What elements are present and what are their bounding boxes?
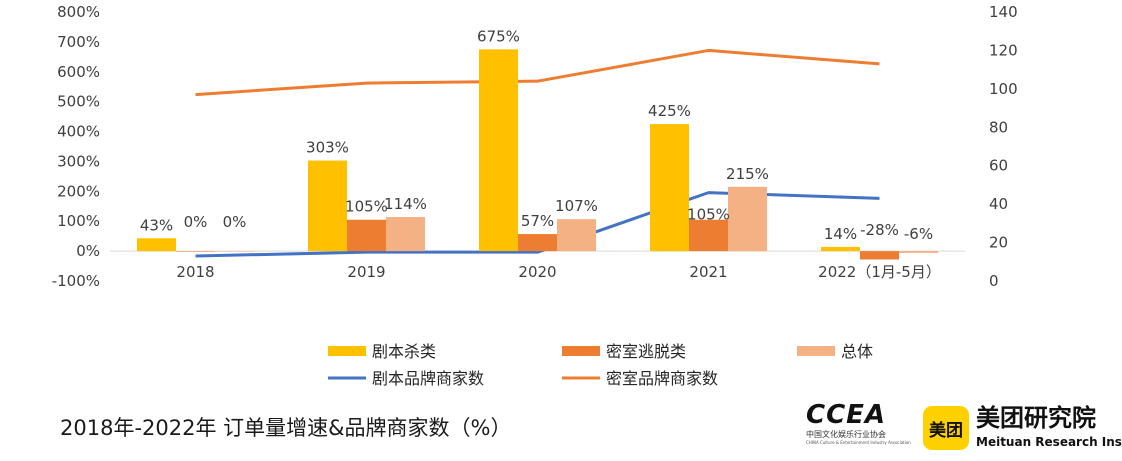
chart-title: 2018年-2022年 订单量增速&品牌商家数（%） <box>60 416 512 440</box>
ccea-logo: CCEA 中国文化娱乐行业协会 CHINA Culture & Entertai… <box>806 400 911 452</box>
bar-data-label: -28% <box>860 221 899 239</box>
meituan-logo-badge: 美团 <box>923 406 969 450</box>
right-y-axis: 0 20 40 60 80 100 120 140 <box>989 3 1018 290</box>
legend-label: 剧本杀类 <box>372 342 436 361</box>
x-tick-label: 2022（1月-5月） <box>818 263 941 281</box>
x-axis: 2018 2019 2020 2021 2022（1月-5月） <box>176 263 940 281</box>
legend-label: 密室品牌商家数 <box>606 369 718 388</box>
legend-swatch <box>797 346 835 356</box>
right-tick-label: 140 <box>989 3 1018 21</box>
bar-data-label: 43% <box>140 216 173 234</box>
bar-2-3 <box>728 186 767 252</box>
left-tick-label: 0% <box>76 242 100 260</box>
bar-data-label: 0% <box>223 213 247 231</box>
bar-2-0 <box>215 251 254 252</box>
left-tick-label: 200% <box>57 182 100 200</box>
bar-data-label: 215% <box>726 165 769 183</box>
legend-label: 总体 <box>841 342 873 361</box>
ccea-logo-mark: CCEA <box>806 400 887 430</box>
x-tick-label: 2020 <box>518 263 556 281</box>
x-tick-label: 2018 <box>176 263 214 281</box>
left-tick-label: 700% <box>57 33 100 51</box>
right-tick-label: 120 <box>989 41 1018 59</box>
left-tick-label: 500% <box>57 93 100 111</box>
bar-2-1 <box>386 217 425 252</box>
legend-swatch <box>328 346 366 356</box>
bar-data-label: 105% <box>345 198 388 216</box>
bar-1-1 <box>347 219 386 252</box>
bar-data-label: 57% <box>521 212 554 230</box>
bar-data-label: 105% <box>687 206 730 224</box>
bar-2-2 <box>557 219 596 252</box>
bar-data-label: -6% <box>904 225 933 243</box>
bar-data-label: 114% <box>384 195 427 213</box>
ccea-english-name: CHINA Culture & Entertainment Industry A… <box>806 440 911 445</box>
bar-0-4 <box>821 246 860 252</box>
legend-swatch <box>562 346 600 356</box>
bar-0-3 <box>650 124 689 252</box>
data-labels: 43% 0% 0%303%105%114%675%57%107%425%105%21… <box>140 27 933 243</box>
bar-data-label: 675% <box>477 27 520 45</box>
left-tick-label: 300% <box>57 152 100 170</box>
right-tick-label: 80 <box>989 118 1008 136</box>
legend-label: 密室逃脱类 <box>606 342 686 361</box>
right-tick-label: 60 <box>989 157 1008 175</box>
right-tick-label: 0 <box>989 272 999 290</box>
left-tick-label: 600% <box>57 63 100 81</box>
legend-label: 剧本品牌商家数 <box>372 369 484 388</box>
bar-0-0 <box>137 238 176 252</box>
meituan-institute-name: 美团研究院 <box>976 404 1096 432</box>
bar-1-4 <box>860 251 899 260</box>
right-tick-label: 100 <box>989 80 1018 98</box>
bar-data-label: 0% <box>184 213 208 231</box>
bar-data-label: 303% <box>306 139 349 157</box>
right-tick-label: 20 <box>989 234 1008 252</box>
bar-data-label: 425% <box>648 102 691 120</box>
order-growth-chart: -100%0%100%200%300%400%500%600%700%800% … <box>52 3 1018 388</box>
left-y-axis: -100% 0% 100% 200% 300% 400% 500% 600% 700% 800% <box>52 3 100 290</box>
right-tick-label: 40 <box>989 195 1008 213</box>
bar-1-2 <box>518 234 557 252</box>
meituan-institute-english: Meituan Research Institute <box>976 435 1122 449</box>
bar-0-2 <box>479 49 518 252</box>
bar-data-label: 107% <box>555 197 598 215</box>
ccea-chinese-name: 中国文化娱乐行业协会 <box>806 430 886 439</box>
left-tick-label: 100% <box>57 212 100 230</box>
bar-series <box>137 49 938 260</box>
bar-data-label: 14% <box>824 225 857 243</box>
bar-1-3 <box>689 219 728 252</box>
left-tick-label: 400% <box>57 123 100 141</box>
bar-1-0 <box>176 251 215 252</box>
left-tick-label: -100% <box>52 272 100 290</box>
left-tick-label: 800% <box>57 3 100 21</box>
bar-0-1 <box>308 160 347 252</box>
x-tick-label: 2019 <box>347 263 385 281</box>
bar-2-4 <box>899 251 938 253</box>
line-1 <box>195 48 880 97</box>
x-tick-label: 2021 <box>689 263 727 281</box>
